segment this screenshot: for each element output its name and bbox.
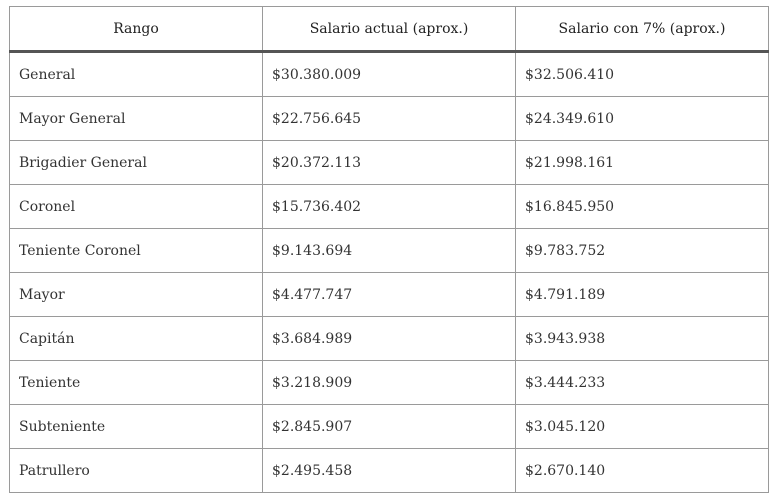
cell-salario-7: $4.791.189 xyxy=(515,272,769,317)
table-row: Capitán $3.684.989 $3.943.938 xyxy=(9,316,769,361)
cell-salario-7: $32.506.410 xyxy=(515,51,769,97)
header-row: Rango Salario actual (aprox.) Salario co… xyxy=(9,6,769,53)
table-row: Mayor $4.477.747 $4.791.189 xyxy=(9,272,769,317)
cell-salario-7: $2.670.140 xyxy=(515,448,769,493)
cell-rango: Teniente xyxy=(9,360,263,405)
cell-rango: Coronel xyxy=(9,184,263,229)
cell-rango: General xyxy=(9,51,263,97)
cell-rango: Teniente Coronel xyxy=(9,228,263,273)
table-row: Subteniente $2.845.907 $3.045.120 xyxy=(9,404,769,449)
cell-salario-actual: $20.372.113 xyxy=(262,140,516,185)
table-row: Teniente $3.218.909 $3.444.233 xyxy=(9,360,769,405)
table-header: Rango Salario actual (aprox.) Salario co… xyxy=(9,6,769,53)
table-body: General $30.380.009 $32.506.410 Mayor Ge… xyxy=(9,51,769,493)
salary-table-container: Rango Salario actual (aprox.) Salario co… xyxy=(9,6,769,493)
cell-rango: Brigadier General xyxy=(9,140,263,185)
cell-salario-7: $9.783.752 xyxy=(515,228,769,273)
cell-salario-7: $3.045.120 xyxy=(515,404,769,449)
column-header-salario-7: Salario con 7% (aprox.) xyxy=(515,6,769,53)
cell-salario-actual: $15.736.402 xyxy=(262,184,516,229)
cell-salario-7: $3.943.938 xyxy=(515,316,769,361)
cell-salario-actual: $22.756.645 xyxy=(262,96,516,141)
table-row: Teniente Coronel $9.143.694 $9.783.752 xyxy=(9,228,769,273)
cell-rango: Patrullero xyxy=(9,448,263,493)
cell-salario-actual: $2.845.907 xyxy=(262,404,516,449)
table-row: Mayor General $22.756.645 $24.349.610 xyxy=(9,96,769,141)
cell-salario-actual: $30.380.009 xyxy=(262,51,516,97)
table-row: General $30.380.009 $32.506.410 xyxy=(9,51,769,97)
cell-salario-actual: $3.218.909 xyxy=(262,360,516,405)
salary-table: Rango Salario actual (aprox.) Salario co… xyxy=(9,6,769,493)
cell-salario-actual: $9.143.694 xyxy=(262,228,516,273)
column-header-rango: Rango xyxy=(9,6,263,53)
cell-salario-7: $3.444.233 xyxy=(515,360,769,405)
table-row: Brigadier General $20.372.113 $21.998.16… xyxy=(9,140,769,185)
cell-rango: Mayor xyxy=(9,272,263,317)
cell-salario-7: $21.998.161 xyxy=(515,140,769,185)
cell-rango: Subteniente xyxy=(9,404,263,449)
cell-rango: Mayor General xyxy=(9,96,263,141)
cell-salario-actual: $3.684.989 xyxy=(262,316,516,361)
cell-salario-7: $16.845.950 xyxy=(515,184,769,229)
cell-rango: Capitán xyxy=(9,316,263,361)
table-row: Patrullero $2.495.458 $2.670.140 xyxy=(9,448,769,493)
cell-salario-7: $24.349.610 xyxy=(515,96,769,141)
cell-salario-actual: $2.495.458 xyxy=(262,448,516,493)
column-header-salario-actual: Salario actual (aprox.) xyxy=(262,6,516,53)
cell-salario-actual: $4.477.747 xyxy=(262,272,516,317)
table-row: Coronel $15.736.402 $16.845.950 xyxy=(9,184,769,229)
